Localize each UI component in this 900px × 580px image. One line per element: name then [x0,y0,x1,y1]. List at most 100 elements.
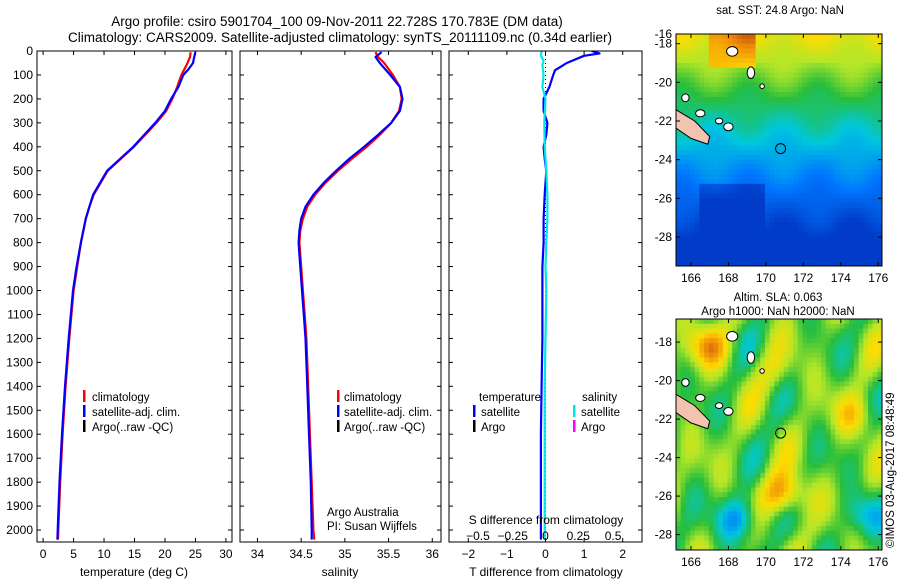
heatmap-cell [764,429,771,436]
heatmap-cell [797,77,804,83]
heatmap-cell [844,540,850,546]
heatmap-cell [685,424,691,431]
heatmap-cell [769,261,775,266]
heatmap-cell [713,125,719,132]
heatmap-cell [844,511,850,517]
heatmap-cell [741,217,747,224]
heatmap-cell [680,53,686,59]
heatmap-cell [779,511,785,517]
heatmap-cell [802,410,808,416]
heatmap-cell [713,63,719,69]
heatmap-cell [872,256,878,262]
heatmap-cell [811,34,818,40]
heatmap-cell [680,453,686,460]
heatmap-cell [807,130,813,137]
heatmap-cell [699,453,705,460]
heatmap-cell [694,535,701,541]
heatmap-cell [680,448,686,455]
heatmap-cell [727,535,733,541]
heatmap-cell [830,453,836,460]
heatmap-cell [718,77,724,83]
heatmap-cell [802,193,808,199]
heatmap-cell [708,357,715,363]
heatmap-cell [727,453,733,460]
heatmap-cell [844,125,850,132]
heatmap-cell [797,130,804,137]
heatmap-cell [685,179,691,185]
heatmap-cell [783,159,789,166]
heatmap-cell [783,540,789,546]
heatmap-cell [793,48,799,54]
heatmap-cell [694,516,701,522]
heatmap-cell [708,487,715,493]
heatmap-cell [788,164,794,170]
heatmap-cell [802,125,808,132]
heatmap-cell [718,237,724,243]
heatmap-cell [732,376,738,383]
heatmap-cell [746,96,752,103]
heatmap-cell [708,367,715,373]
heatmap-cell [853,506,860,513]
heatmap-cell [853,429,860,436]
heatmap-cell [797,111,804,117]
heatmap-cell [680,183,686,190]
heatmap-cell [722,540,729,546]
heatmap-cell [685,256,691,262]
heatmap-cell [713,333,719,339]
heatmap-cell [708,53,715,59]
heatmap-cell [680,511,686,517]
heatmap-cell [816,525,822,532]
heatmap-cell [779,164,785,170]
heatmap-cell [769,96,775,103]
heatmap-cell [821,434,827,440]
heatmap-cell [793,67,799,74]
heatmap-cell [732,381,738,387]
heatmap-cell [699,458,705,464]
heatmap-cell [797,429,804,436]
heatmap-cell [797,67,804,74]
heatmap-cell [797,540,804,546]
heatmap-cell [760,458,766,464]
heatmap-cell [877,540,882,546]
heatmap-cell [797,357,804,363]
heatmap-cell [802,72,808,79]
heatmap-cell [788,333,794,339]
heatmap-cell [793,154,799,161]
heatmap-cell [760,130,766,137]
heatmap-cell [863,434,869,440]
heatmap-cell [676,96,682,103]
heatmap-cell [718,511,724,517]
heatmap-cell [839,256,846,262]
heatmap-cell [825,135,832,141]
heatmap-cell [713,362,719,368]
heatmap-cell [858,323,864,330]
heatmap-cell [774,371,780,378]
heatmap-cell [676,343,682,349]
heatmap-cell [797,453,804,460]
heatmap-cell [755,343,761,349]
heatmap-cell [713,159,719,166]
heatmap-cell [802,424,808,431]
heatmap-cell [863,323,869,330]
heatmap-cell [839,424,846,431]
heatmap-cell [736,371,743,378]
heatmap-cell [746,58,752,64]
heatmap-cell [863,362,869,368]
heatmap-cell [849,362,855,368]
heatmap-cell [718,203,724,209]
heatmap-cell [835,463,841,469]
heatmap-cell [746,203,752,209]
heatmap-cell [690,487,696,493]
heatmap-cell [732,420,738,426]
heatmap-cell [732,179,738,185]
heatmap-cell [821,448,827,455]
heatmap-cell [821,121,827,127]
heatmap-cell [793,473,799,479]
heatmap-cell [736,328,743,335]
heatmap-cell [708,111,715,117]
heatmap-cell [722,381,729,387]
heatmap-cell [825,77,832,83]
heatmap-cell [858,150,864,156]
heatmap-cell [704,448,710,455]
heatmap-cell [685,506,691,513]
